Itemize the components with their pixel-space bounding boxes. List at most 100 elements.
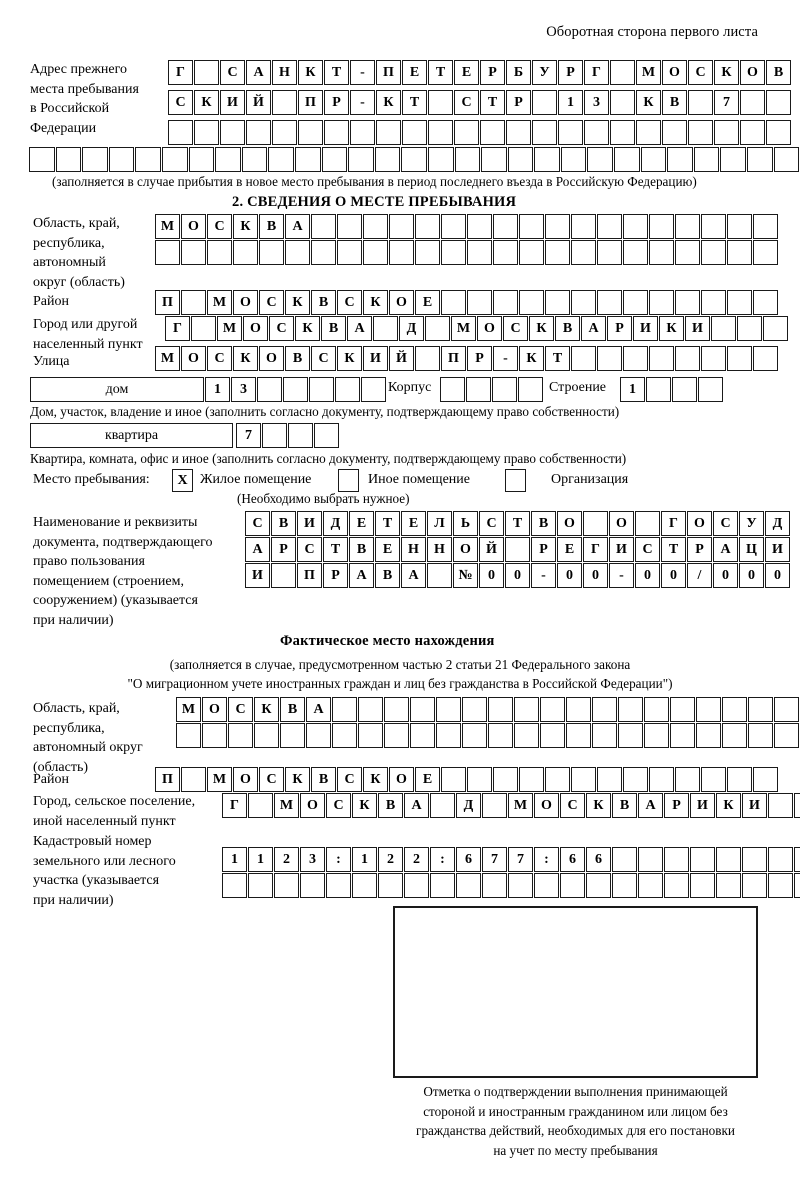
char-cell[interactable]: Д: [323, 511, 348, 536]
char-cell[interactable]: С: [713, 511, 738, 536]
char-cell[interactable]: Т: [545, 346, 570, 371]
char-cell[interactable]: [505, 537, 530, 562]
char-cell[interactable]: [467, 290, 492, 315]
char-cell[interactable]: Т: [480, 90, 505, 115]
char-cell[interactable]: И: [690, 793, 715, 818]
char-cell[interactable]: [701, 214, 726, 239]
char-cell[interactable]: О: [202, 697, 227, 722]
char-cell[interactable]: [727, 290, 752, 315]
char-cell[interactable]: [188, 147, 215, 172]
char-cell[interactable]: [493, 240, 518, 265]
char-cell[interactable]: А: [713, 537, 738, 562]
char-cell[interactable]: [337, 240, 362, 265]
checkbox-other-premises[interactable]: [338, 469, 359, 492]
char-cell[interactable]: [55, 147, 82, 172]
char-cell[interactable]: [560, 147, 587, 172]
char-cell[interactable]: О: [389, 290, 414, 315]
char-cell[interactable]: С: [635, 537, 660, 562]
char-cell[interactable]: М: [508, 793, 533, 818]
char-cell[interactable]: Р: [506, 90, 531, 115]
char-cell[interactable]: [493, 767, 518, 792]
char-cell[interactable]: 0: [765, 563, 790, 588]
char-cell[interactable]: [415, 240, 440, 265]
char-cell[interactable]: [753, 346, 778, 371]
char-cell[interactable]: 1: [248, 847, 273, 872]
char-cell[interactable]: [241, 147, 268, 172]
char-cell[interactable]: [508, 873, 533, 898]
char-cell[interactable]: [773, 147, 800, 172]
char-cell[interactable]: [389, 240, 414, 265]
char-cell[interactable]: [766, 90, 791, 115]
char-cell[interactable]: [545, 214, 570, 239]
char-cell[interactable]: [618, 723, 643, 748]
char-cell[interactable]: 0: [557, 563, 582, 588]
char-cell[interactable]: В: [280, 697, 305, 722]
char-cell[interactable]: [467, 240, 492, 265]
char-cell[interactable]: [701, 767, 726, 792]
char-cell[interactable]: [415, 346, 440, 371]
char-cell[interactable]: Н: [401, 537, 426, 562]
char-cell[interactable]: М: [176, 697, 201, 722]
char-cell[interactable]: [747, 147, 773, 172]
char-cell[interactable]: [649, 240, 674, 265]
char-cell[interactable]: И: [633, 316, 658, 341]
char-cell[interactable]: -: [493, 346, 518, 371]
char-cell[interactable]: П: [376, 60, 401, 85]
char-cell[interactable]: [748, 697, 773, 722]
char-cell[interactable]: 1: [352, 847, 377, 872]
char-cell[interactable]: [748, 723, 773, 748]
char-cell[interactable]: [640, 147, 667, 172]
char-cell[interactable]: [638, 847, 663, 872]
char-cell[interactable]: [441, 240, 466, 265]
char-cell[interactable]: С: [207, 346, 232, 371]
char-cell[interactable]: [519, 290, 544, 315]
checkbox-residential[interactable]: X: [172, 469, 193, 492]
char-cell[interactable]: [571, 214, 596, 239]
char-cell[interactable]: [696, 697, 721, 722]
char-cell[interactable]: [649, 767, 674, 792]
char-cell[interactable]: М: [155, 346, 180, 371]
char-cell[interactable]: В: [259, 214, 284, 239]
char-cell[interactable]: [348, 147, 374, 172]
char-cell[interactable]: [415, 214, 440, 239]
char-cell[interactable]: [436, 697, 461, 722]
char-cell[interactable]: 2: [378, 847, 403, 872]
char-cell[interactable]: [220, 120, 245, 145]
char-cell[interactable]: Г: [168, 60, 193, 85]
char-cell[interactable]: [427, 147, 454, 172]
char-cell[interactable]: К: [363, 290, 388, 315]
char-cell[interactable]: [635, 511, 660, 536]
char-cell[interactable]: [462, 697, 487, 722]
char-cell[interactable]: [571, 346, 596, 371]
char-cell[interactable]: О: [557, 511, 582, 536]
char-cell[interactable]: К: [285, 767, 310, 792]
char-cell[interactable]: :: [534, 847, 559, 872]
char-cell[interactable]: [493, 214, 518, 239]
char-cell[interactable]: [649, 290, 674, 315]
char-cell[interactable]: В: [271, 511, 296, 536]
checkbox-organization[interactable]: [505, 469, 526, 492]
char-cell[interactable]: В: [311, 290, 336, 315]
char-cell[interactable]: [664, 847, 689, 872]
char-cell[interactable]: Ц: [739, 537, 764, 562]
char-cell[interactable]: [493, 290, 518, 315]
char-cell[interactable]: [488, 697, 513, 722]
char-cell[interactable]: [215, 147, 241, 172]
char-cell[interactable]: [610, 90, 635, 115]
char-cell[interactable]: [774, 723, 799, 748]
char-cell[interactable]: [768, 873, 793, 898]
char-cell[interactable]: [482, 873, 507, 898]
char-cell[interactable]: 2: [404, 847, 429, 872]
char-cell[interactable]: М: [274, 793, 299, 818]
char-cell[interactable]: К: [352, 793, 377, 818]
char-cell[interactable]: [373, 316, 398, 341]
char-cell[interactable]: [194, 120, 219, 145]
char-cell[interactable]: Н: [272, 60, 297, 85]
char-cell[interactable]: Д: [765, 511, 790, 536]
char-cell[interactable]: [646, 377, 671, 402]
char-cell[interactable]: [337, 214, 362, 239]
char-cell[interactable]: Т: [428, 60, 453, 85]
